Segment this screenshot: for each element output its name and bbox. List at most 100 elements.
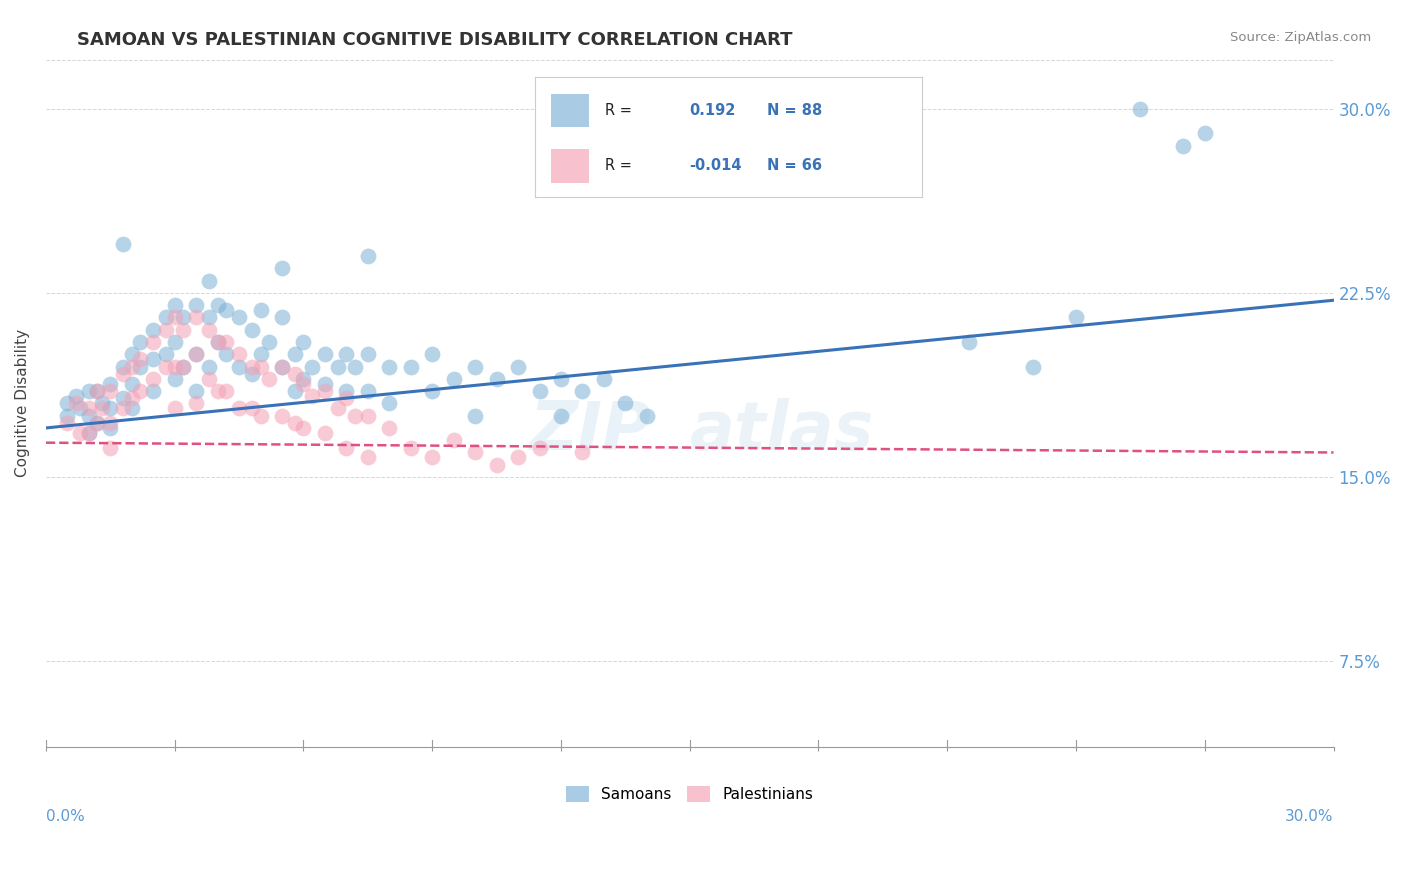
Point [163,334,186,349]
Point [464,409,486,423]
Point [240,367,263,381]
Point [98,401,121,416]
Point [343,409,366,423]
Y-axis label: Cognitive Disability: Cognitive Disability [15,329,30,477]
Point [65,396,87,410]
Point [228,359,250,374]
Text: Source: ZipAtlas.com: Source: ZipAtlas.com [1230,31,1371,45]
Text: 0.0%: 0.0% [46,808,84,823]
Point [1022,359,1045,374]
Point [357,450,380,465]
Point [77,384,100,398]
Point [301,359,323,374]
Point [271,359,294,374]
Point [228,347,250,361]
Point [56,416,79,430]
Point [314,425,336,440]
Point [485,372,508,386]
Point [69,425,91,440]
Point [207,384,229,398]
Point [121,392,143,406]
Point [314,384,336,398]
Point [69,401,91,416]
Point [215,303,238,318]
Point [215,384,238,398]
Point [129,352,152,367]
Point [292,372,315,386]
Point [142,334,165,349]
Point [240,401,263,416]
Point [172,323,194,337]
Point [56,409,79,423]
Point [77,409,100,423]
Point [399,359,422,374]
Point [529,384,551,398]
Point [249,303,271,318]
Point [56,396,79,410]
Point [77,401,100,416]
Point [142,352,165,367]
Legend: Samoans, Palestinians: Samoans, Palestinians [560,780,820,808]
Point [198,310,221,325]
Point [163,359,186,374]
Point [420,347,443,361]
Point [571,384,593,398]
Point [443,434,465,448]
Point [142,372,165,386]
Point [271,409,294,423]
Point [420,450,443,465]
Point [142,384,165,398]
Point [550,409,572,423]
Point [121,347,143,361]
Point [207,298,229,312]
Point [98,416,121,430]
Point [357,347,380,361]
Point [335,392,357,406]
Point [284,347,307,361]
Point [249,347,271,361]
Point [506,450,529,465]
Point [464,445,486,459]
Point [98,376,121,391]
Point [198,359,221,374]
Point [207,334,229,349]
Point [257,372,280,386]
Point [240,359,263,374]
Point [172,359,194,374]
Point [90,396,112,410]
Point [186,384,208,398]
Point [198,323,221,337]
Point [77,425,100,440]
Point [301,389,323,403]
Point [249,409,271,423]
Point [163,298,186,312]
Point [1194,126,1216,140]
Point [186,347,208,361]
Point [1129,102,1152,116]
Point [98,441,121,455]
Point [186,347,208,361]
Point [378,421,401,435]
Point [77,425,100,440]
Point [65,389,87,403]
Point [284,416,307,430]
Point [378,359,401,374]
Point [335,384,357,398]
Point [186,396,208,410]
Point [86,384,108,398]
Point [636,409,658,423]
Point [326,359,349,374]
Point [215,347,238,361]
Point [485,458,508,472]
Point [292,376,315,391]
Point [292,421,315,435]
Point [420,384,443,398]
Point [142,323,165,337]
Point [357,249,380,263]
Point [155,347,177,361]
Point [155,323,177,337]
Point [957,334,980,349]
Point [86,384,108,398]
Point [593,372,616,386]
Point [443,372,465,386]
